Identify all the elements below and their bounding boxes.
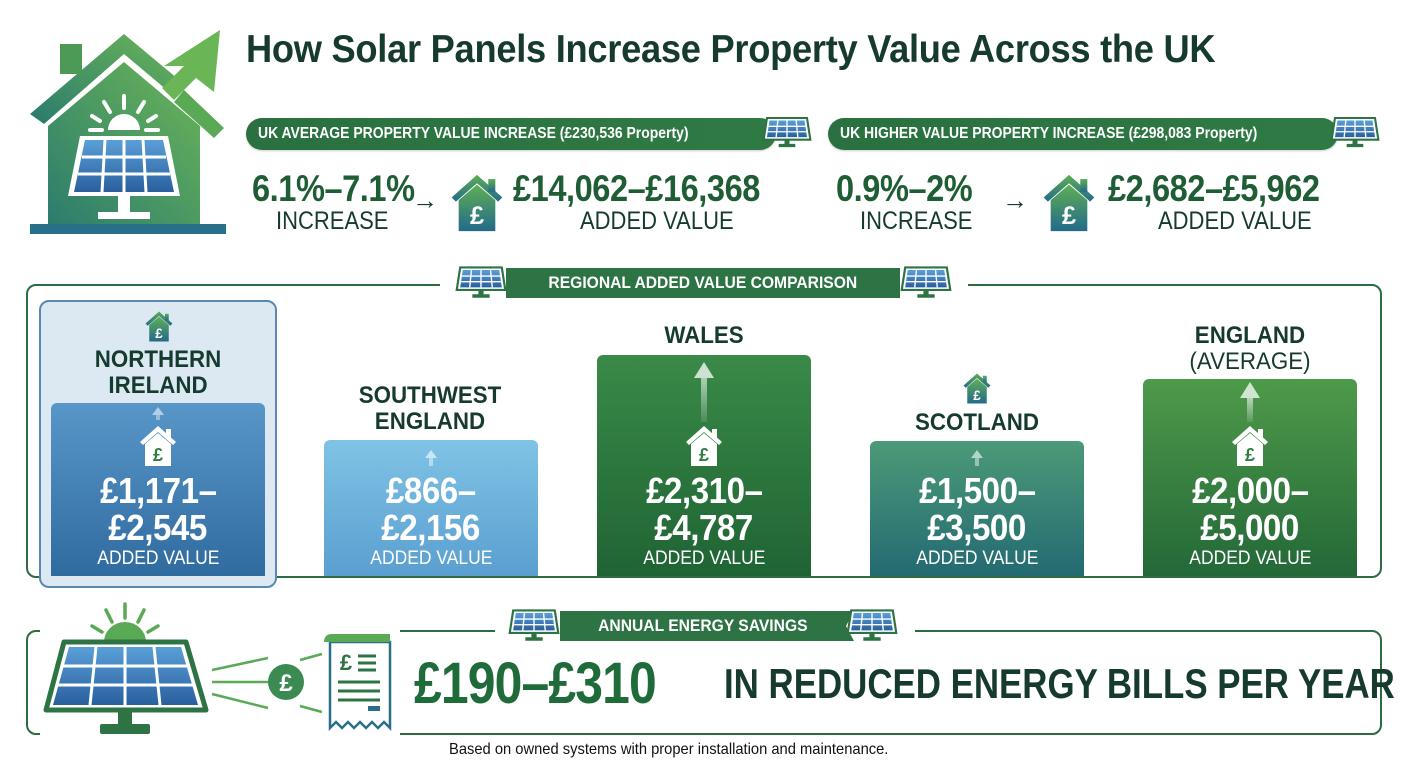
average-property-pill: UK AVERAGE PROPERTY VALUE INCREASE (£230… [246,118,776,150]
region-value-label: ADDED VALUE [369,548,493,569]
arrow-right-icon: → [412,185,438,215]
arrow-right-icon: → [1002,185,1028,215]
pound-house-icon [448,172,506,234]
savings-description: IN REDUCED ENERGY BILLS PER YEAR [724,660,1395,707]
up-arrow-icon [1240,382,1260,422]
region-name-england-average: ENGLAND (AVERAGE) [1189,322,1311,375]
pound-house-icon [1230,424,1270,468]
average-percent: 6.1%–7.1% [252,168,415,209]
pound-house-icon [684,424,724,468]
region-value-line2: £3,500 [927,507,1027,548]
higher-percent-label: INCREASE [860,207,973,235]
region-value-line2: £2,545 [108,507,208,548]
pound-house-icon [144,310,174,343]
pound-house-icon [138,424,178,468]
region-name-southwest-england: SOUTHWEST ENGLAND [358,382,502,435]
average-added-value: £14,062–£16,368 [513,168,760,209]
average-added-value-label: ADDED VALUE [580,207,734,235]
up-arrow-icon [971,450,983,466]
up-arrow-icon [694,362,714,422]
pound-house-icon [1040,172,1098,234]
logo-house-solar-icon [24,26,229,236]
region-value-line1: £2,000– [1191,470,1309,511]
higher-property-pill-label: UK HIGHER VALUE PROPERTY INCREASE (£298,… [840,125,1258,142]
higher-added-value: £2,682–£5,962 [1108,168,1320,209]
savings-banner-label: ANNUAL ENERGY SAVINGS [598,616,808,635]
higher-property-pill: UK HIGHER VALUE PROPERTY INCREASE (£298,… [828,118,1338,150]
up-arrow-icon [425,450,437,466]
solar-panel-icon [900,264,952,302]
region-value-line1: £2,310– [645,470,763,511]
higher-percent: 0.9%–2% [836,168,973,209]
footnote: Based on owned systems with proper insta… [449,741,889,758]
svg-text:£: £ [279,670,293,697]
region-value-line1: £1,171– [99,470,217,511]
page-title: How Solar Panels Increase Property Value… [246,28,1216,71]
average-property-pill-label: UK AVERAGE PROPERTY VALUE INCREASE (£230… [258,125,689,142]
region-name-scotland: SCOTLAND [914,409,1039,436]
region-bar-england-average: £2,000– £5,000 ADDED VALUE [1143,379,1357,576]
region-value-line2: £4,787 [654,507,754,548]
higher-added-value-label: ADDED VALUE [1158,207,1312,235]
region-name-northern-ireland: NORTHERN IRELAND [94,346,222,399]
solar-panel-icon [455,264,507,302]
region-value-line1: £1,500– [918,470,1036,511]
solar-panel-icon [762,114,812,152]
region-value-line1: £866– [386,470,476,511]
region-value-label: ADDED VALUE [1188,548,1312,569]
solar-panel-icon [1330,114,1380,152]
region-bar-scotland: £1,500– £3,500 ADDED VALUE [870,441,1084,576]
savings-illustration: £ £ [40,598,400,738]
region-value-line2: £5,000 [1200,507,1300,548]
solar-panel-icon [508,607,560,645]
region-value-label: ADDED VALUE [915,548,1039,569]
region-name-wales: WALES [664,322,744,349]
region-bar-northern-ireland: £1,171– £2,545 ADDED VALUE [51,403,265,576]
average-percent-label: INCREASE [276,207,389,235]
region-bar-southwest-england: £866– £2,156 ADDED VALUE [324,440,538,576]
region-value-line2: £2,156 [381,507,481,548]
solar-panel-icon [846,607,898,645]
region-value-label: ADDED VALUE [642,548,766,569]
up-arrow-icon [152,407,164,420]
savings-amount: £190–£310 [414,651,657,716]
region-value-label: ADDED VALUE [96,548,220,569]
savings-banner: ANNUAL ENERGY SAVINGS [560,611,846,641]
pound-house-icon [962,372,992,405]
region-bar-wales: £2,310– £4,787 ADDED VALUE [597,355,811,576]
svg-text:£: £ [340,650,353,675]
regional-banner-label: REGIONAL ADDED VALUE COMPARISON [548,273,858,292]
regional-banner: REGIONAL ADDED VALUE COMPARISON [506,268,900,298]
